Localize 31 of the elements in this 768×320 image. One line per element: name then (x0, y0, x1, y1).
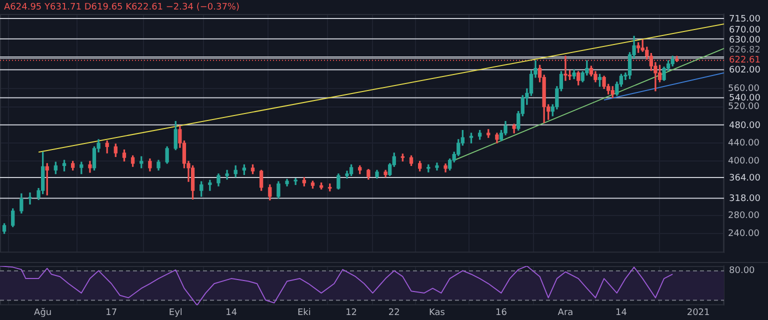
ref-line-label: 626.82 (729, 46, 760, 56)
x-tick-label: 16 (496, 308, 508, 318)
x-tick-label: 2021 (686, 308, 710, 318)
y-tick-label: 520.00 (728, 102, 760, 112)
x-tick-label: 12 (346, 308, 358, 318)
text: 80.00 (729, 266, 756, 276)
ref-line-label: 364.00 (729, 173, 761, 184)
y-tick-label: 240.00 (728, 228, 760, 239)
x-tick-label: 14 (615, 308, 628, 318)
x-tick-label: 14 (226, 308, 238, 318)
x-tick-label: Kas (428, 308, 446, 318)
x-tick-label: Ara (558, 308, 574, 318)
ref-line-label: 540.00 (729, 94, 761, 104)
x-tick-label: 22 (388, 308, 400, 318)
y-tick-label: 400.00 (728, 156, 760, 166)
ref-line-label: 480.00 (729, 120, 761, 131)
y-tick-label: 440.00 (728, 138, 760, 148)
ref-line-label: 602.00 (729, 66, 761, 76)
chart-subtitle: A624.95 Y631.71 D619.65 K622.61 −2.34 (−0.37%) (4, 2, 240, 12)
ref-line-label: 630.00 (729, 36, 761, 46)
ref-line-label: 318.00 (729, 194, 761, 204)
ref-line-label: 622.61 (729, 56, 760, 66)
x-tick-label: Eyl (168, 308, 182, 318)
x-tick-label: Eki (297, 308, 311, 318)
x-tick-label: 17 (106, 308, 118, 318)
ref-line-label: 715.00 (729, 14, 761, 24)
ref-line-label: 670.00 (729, 26, 761, 36)
x-tick-label: Ağu (34, 306, 52, 318)
y-tick-label: 280.00 (728, 210, 760, 221)
candlestick (28, 192, 32, 204)
y-tick-label: 560.00 (728, 84, 760, 94)
